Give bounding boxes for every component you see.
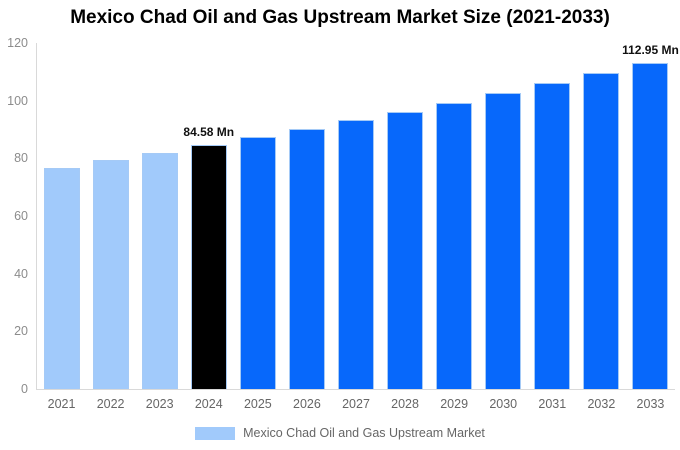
y-axis-line — [36, 43, 37, 390]
y-axis: 0 20 40 60 80 100 120 — [0, 36, 28, 396]
bar-2029[interactable] — [436, 102, 473, 389]
bar-2033[interactable] — [632, 63, 669, 389]
x-tick-label: 2030 — [489, 397, 518, 411]
y-tick-label: 60 — [14, 209, 28, 223]
x-tick-label: 2028 — [391, 397, 419, 411]
x-tick-label: 2027 — [342, 397, 370, 411]
bar-2021[interactable] — [43, 167, 80, 389]
bar-2022[interactable] — [92, 160, 129, 389]
bar-2024[interactable] — [190, 145, 227, 389]
legend-swatch[interactable] — [195, 426, 236, 440]
chart-title: Mexico Chad Oil and Gas Upstream Market … — [70, 7, 610, 28]
bar-2026[interactable] — [288, 128, 325, 389]
legend[interactable]: Mexico Chad Oil and Gas Upstream Market — [0, 426, 680, 440]
legend-label: Mexico Chad Oil and Gas Upstream Market — [243, 426, 485, 440]
y-tick-label: 80 — [14, 151, 28, 166]
x-axis-line — [36, 389, 675, 390]
bar-2028[interactable] — [387, 111, 424, 389]
x-tick-label: 2024 — [194, 397, 223, 411]
bar-2023[interactable] — [141, 152, 178, 389]
y-tick-label: 20 — [14, 324, 28, 339]
bar-value-label: 84.58 Mn — [183, 125, 235, 140]
bar-value-label: 112.95 Mn — [622, 43, 679, 58]
x-tick-label: 2031 — [538, 397, 567, 411]
bar-2031[interactable] — [534, 83, 571, 389]
y-tick-label: 120 — [7, 36, 28, 50]
x-tick-label: 2032 — [587, 397, 616, 411]
bar-2025[interactable] — [239, 137, 276, 389]
x-tick-label: 2026 — [293, 397, 321, 411]
y-tick-label: 0 — [21, 382, 28, 396]
bar-2027[interactable] — [338, 120, 374, 389]
bar-2032[interactable] — [583, 73, 620, 389]
y-tick-label: 40 — [14, 266, 28, 281]
x-tick-label: 2025 — [243, 397, 272, 411]
x-tick-label: 2022 — [96, 397, 125, 411]
x-tick-label: 2021 — [47, 397, 76, 411]
x-tick-label: 2033 — [636, 397, 665, 411]
x-tick-label: 2029 — [440, 397, 469, 411]
bar-2030[interactable] — [485, 93, 522, 389]
y-tick-label: 100 — [7, 93, 28, 108]
plot-area: 84.58 Mn 112.95 Mn — [36, 43, 679, 390]
x-axis: 2021 2022 2023 2024 2025 2026 2027 2028 2029 2030… — [37, 397, 675, 413]
x-tick-label: 2023 — [145, 397, 174, 411]
